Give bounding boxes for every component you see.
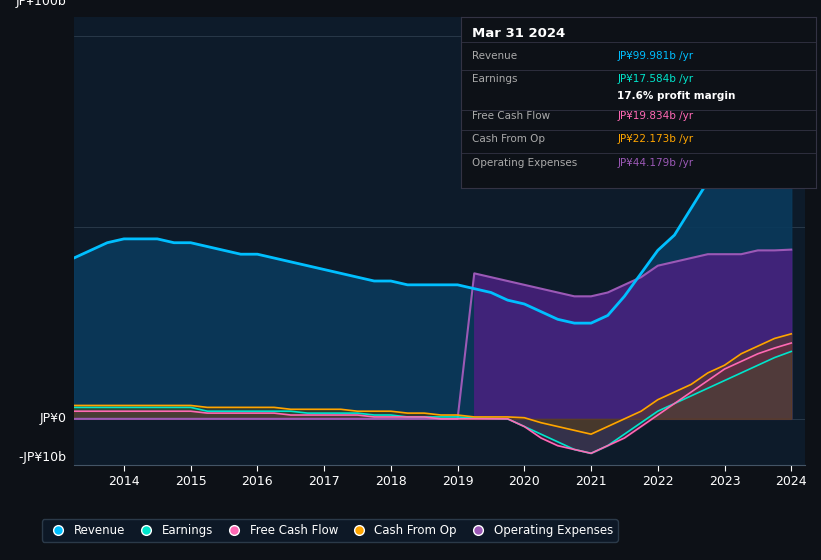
Text: JP¥44.179b /yr: JP¥44.179b /yr [617, 158, 694, 167]
Text: Revenue: Revenue [472, 51, 517, 61]
Legend: Revenue, Earnings, Free Cash Flow, Cash From Op, Operating Expenses: Revenue, Earnings, Free Cash Flow, Cash … [42, 519, 617, 542]
Text: Free Cash Flow: Free Cash Flow [472, 111, 550, 121]
Text: JP¥22.173b /yr: JP¥22.173b /yr [617, 134, 694, 144]
Text: 17.6% profit margin: 17.6% profit margin [617, 91, 736, 101]
Text: Earnings: Earnings [472, 74, 517, 84]
Text: Operating Expenses: Operating Expenses [472, 158, 577, 167]
Text: JP¥100b: JP¥100b [16, 0, 67, 8]
Text: JP¥99.981b /yr: JP¥99.981b /yr [617, 51, 694, 61]
Text: JP¥17.584b /yr: JP¥17.584b /yr [617, 74, 694, 84]
Text: JP¥0: JP¥0 [39, 412, 67, 426]
Text: Mar 31 2024: Mar 31 2024 [472, 27, 566, 40]
Text: Cash From Op: Cash From Op [472, 134, 545, 144]
Text: JP¥19.834b /yr: JP¥19.834b /yr [617, 111, 694, 121]
Text: -JP¥10b: -JP¥10b [19, 451, 67, 464]
